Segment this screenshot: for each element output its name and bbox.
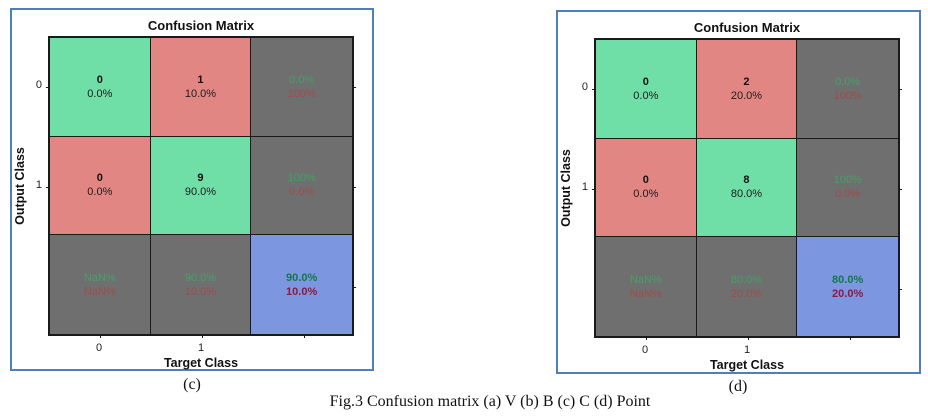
cell-percent-value: 0.0%	[633, 188, 659, 201]
matrix-cell-r0c0: 0 0.0%	[596, 40, 697, 139]
summary-green-percent: 100%	[833, 174, 862, 187]
summary-red-percent: 100%	[833, 89, 862, 102]
summary-red-percent: NaN%	[83, 285, 116, 298]
summary-green-percent: 0.0%	[289, 73, 315, 86]
matrix-cell-r2c2-overall: 80.0% 20.0%	[797, 237, 898, 336]
x-tick-mark	[202, 334, 203, 338]
confusion-matrix-panel-c: Confusion Matrix Output Class 0 1 0 0.0%…	[10, 8, 374, 371]
y-tick-label-0: 0	[35, 79, 42, 91]
cell-percent-value: 20.0%	[730, 89, 763, 102]
cell-percent-value: 0.0%	[633, 89, 659, 102]
x-tick-mark	[850, 336, 851, 340]
summary-red-percent: 0.0%	[835, 188, 861, 201]
summary-red-percent: 100%	[287, 87, 316, 100]
confusion-matrix-panel-d: Confusion Matrix Output Class 0 1 0 0.0%…	[556, 10, 921, 374]
confusion-matrix-grid: 0 0.0% 1 10.0% 0.0% 100% 0 0.0% 9 90.0% …	[46, 36, 356, 338]
cell-count-value: 1	[197, 73, 204, 86]
matrix-cell-r0c0: 0 0.0%	[50, 38, 151, 137]
x-tick-mark	[304, 334, 305, 338]
x-axis-label: Target Class	[709, 358, 785, 372]
overall-green-percent: 90.0%	[286, 271, 318, 284]
matrix-cell-r1c0: 0 0.0%	[596, 138, 697, 238]
y-tick-mark	[46, 187, 50, 188]
y-tick-mark	[352, 187, 356, 188]
cell-percent-value: 0.0%	[87, 186, 113, 199]
summary-green-percent: 90.0%	[184, 271, 217, 284]
matrix-cell-r1c1: 8 80.0%	[696, 138, 798, 238]
overall-red-percent: 10.0%	[286, 285, 318, 298]
summary-green-percent: 80.0%	[730, 273, 763, 286]
x-tick-label-0: 0	[95, 342, 103, 354]
matrix-cell-r0c1: 2 20.0%	[696, 40, 798, 139]
panel-label-c: (c)	[183, 376, 201, 393]
figure-caption: Fig.3 Confusion matrix (a) V (b) B (c) C…	[329, 393, 651, 410]
matrix-cell-r2c0-col-summary: NaN% NaN%	[50, 235, 151, 334]
cell-count-value: 9	[197, 172, 204, 185]
summary-red-percent: 10.0%	[184, 285, 217, 298]
chart-title: Confusion Matrix	[147, 18, 255, 33]
x-tick-label-1: 1	[743, 344, 751, 356]
overall-red-percent: 20.0%	[832, 287, 864, 300]
summary-green-percent: NaN%	[629, 273, 662, 286]
matrix-cell-r1c2-row-summary: 100% 0.0%	[251, 136, 352, 236]
x-tick-mark	[100, 334, 101, 338]
matrix-cell-r0c2-row-summary: 0.0% 100%	[797, 40, 898, 139]
matrix-cell-r1c2-row-summary: 100% 0.0%	[797, 138, 898, 238]
x-tick-mark	[748, 336, 749, 340]
summary-red-percent: 20.0%	[730, 287, 763, 300]
summary-green-percent: 100%	[287, 172, 316, 185]
cell-percent-value: 80.0%	[730, 188, 763, 201]
matrix-cell-r2c2-overall: 90.0% 10.0%	[251, 235, 352, 334]
summary-red-percent: 0.0%	[289, 186, 315, 199]
matrix-cell-r1c0: 0 0.0%	[50, 136, 151, 236]
y-tick-label-1: 1	[35, 179, 42, 191]
y-tick-mark	[898, 189, 902, 190]
y-tick-mark	[898, 89, 902, 90]
cell-percent-value: 10.0%	[184, 87, 217, 100]
y-tick-label-1: 1	[581, 181, 588, 193]
y-tick-mark	[352, 287, 356, 288]
x-tick-label-1: 1	[197, 342, 205, 354]
confusion-matrix-grid: 0 0.0% 2 20.0% 0.0% 100% 0 0.0% 8 80.0% …	[592, 38, 902, 340]
cell-percent-value: 90.0%	[184, 186, 217, 199]
cell-count-value: 0	[642, 75, 649, 88]
cell-count-value: 2	[743, 75, 750, 88]
cell-count-value: 8	[743, 174, 750, 187]
overall-green-percent: 80.0%	[832, 273, 864, 286]
matrix-cell-r2c1-col-summary: 80.0% 20.0%	[696, 237, 798, 336]
cell-count-value: 0	[96, 172, 103, 185]
y-tick-mark	[898, 289, 902, 290]
y-tick-mark	[352, 87, 356, 88]
x-tick-label-0: 0	[641, 344, 649, 356]
matrix-cell-r1c1: 9 90.0%	[150, 136, 252, 236]
x-axis-label: Target Class	[163, 356, 239, 370]
y-tick-mark	[592, 89, 596, 90]
matrix-cell-r2c1-col-summary: 90.0% 10.0%	[150, 235, 252, 334]
chart-title: Confusion Matrix	[693, 20, 801, 35]
matrix-cell-r0c1: 1 10.0%	[150, 38, 252, 137]
y-tick-mark	[592, 189, 596, 190]
matrix-cell-r0c2-row-summary: 0.0% 100%	[251, 38, 352, 137]
cell-percent-value: 0.0%	[87, 87, 113, 100]
x-tick-mark	[646, 336, 647, 340]
y-tick-label-0: 0	[581, 81, 588, 93]
matrix-cell-r2c0-col-summary: NaN% NaN%	[596, 237, 697, 336]
summary-green-percent: NaN%	[83, 271, 116, 284]
y-tick-mark	[46, 87, 50, 88]
cell-count-value: 0	[96, 73, 103, 86]
panel-label-d: (d)	[728, 378, 748, 395]
summary-green-percent: 0.0%	[835, 75, 861, 88]
summary-red-percent: NaN%	[629, 287, 662, 300]
cell-count-value: 0	[642, 174, 649, 187]
